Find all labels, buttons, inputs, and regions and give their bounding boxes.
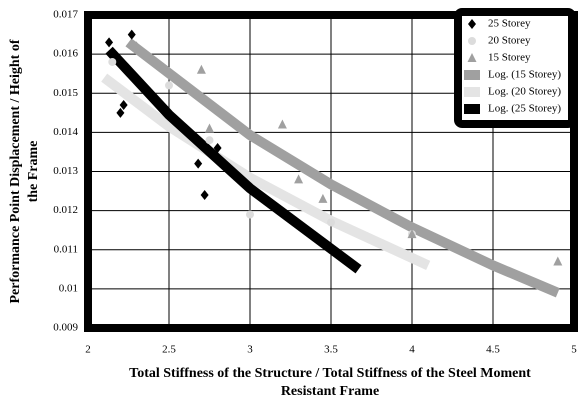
y-tick-label: 0.012 — [53, 204, 78, 216]
legend: 25 Storey 20 Storey 15 Storey Log. (15 Stor… — [464, 18, 561, 115]
y-tick-label: 0.014 — [53, 126, 78, 138]
marker — [407, 229, 417, 239]
x-tick-label: 3.5 — [324, 344, 338, 356]
legend-text: Log. (15 Storey) — [488, 69, 561, 81]
marker — [467, 53, 477, 62]
x-tick-label: 4.5 — [486, 344, 500, 356]
marker — [553, 256, 563, 266]
x-tick-label: 2.5 — [162, 344, 176, 356]
marker — [116, 107, 125, 118]
marker — [277, 119, 287, 129]
marker — [194, 158, 203, 169]
y-tick-label: 0.016 — [53, 48, 78, 60]
marker — [205, 123, 214, 133]
y-axis-label: Performance Point Displacement / Height … — [8, 39, 23, 303]
marker — [165, 81, 173, 90]
legend-text: 25 Storey — [488, 18, 531, 30]
marker — [205, 136, 214, 145]
marker — [196, 64, 206, 74]
y-tick-label: 0.01 — [59, 282, 78, 294]
y-tick-label: 0.015 — [53, 87, 78, 99]
marker — [468, 37, 476, 45]
y-tick-label: 0.009 — [53, 322, 78, 334]
marker — [132, 41, 142, 51]
x-axis-label: Resistant Frame — [281, 384, 379, 399]
marker — [119, 99, 128, 110]
x-axis-label: Total Stiffness of the Structure / Total… — [129, 366, 531, 381]
y-axis-label: the Frame — [26, 141, 41, 203]
legend-box — [454, 8, 576, 128]
marker — [105, 37, 114, 48]
x-tick-label: 5 — [571, 344, 577, 356]
marker — [213, 143, 222, 154]
marker — [127, 29, 136, 40]
marker — [108, 57, 117, 66]
y-tick-label: 0.013 — [53, 165, 78, 177]
marker — [294, 174, 304, 184]
legend-text: Log. (25 Storey) — [488, 103, 561, 115]
marker — [318, 193, 328, 203]
legend-text: 20 Storey — [488, 35, 531, 47]
x-tick-label: 4 — [409, 344, 415, 356]
y-tick-label: 0.011 — [54, 243, 78, 255]
x-tick-label: 3 — [247, 344, 253, 356]
y-tick-label: 0.017 — [53, 9, 78, 21]
marker — [327, 218, 335, 227]
marker — [200, 189, 209, 200]
trend-line — [101, 73, 431, 270]
marker — [468, 19, 476, 29]
plot-border — [84, 11, 578, 332]
trend-line — [125, 38, 560, 298]
trend-line — [105, 46, 362, 274]
legend-text: 15 Storey — [488, 52, 531, 64]
legend-text: Log. (20 Storey) — [488, 86, 561, 98]
x-tick-label: 2 — [85, 344, 91, 356]
marker — [246, 210, 254, 219]
